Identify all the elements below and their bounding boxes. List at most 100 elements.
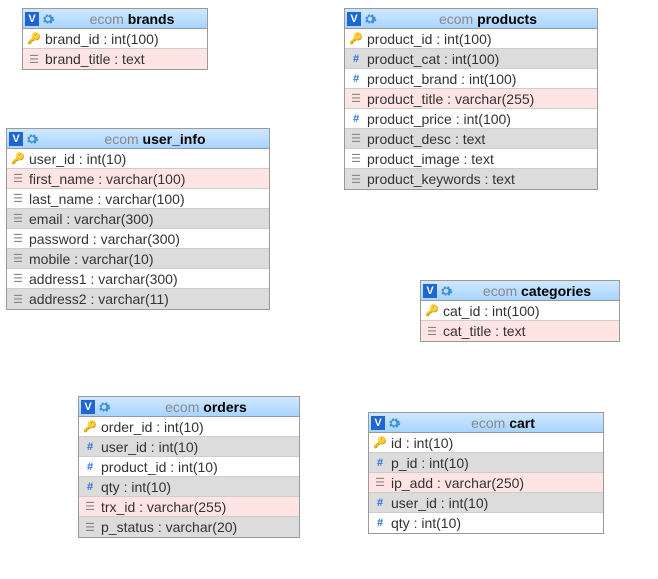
- column-row[interactable]: #product_brand : int(100): [345, 69, 597, 89]
- table-title: ecom user_info: [43, 131, 267, 147]
- column-row[interactable]: ☰ email : varchar(300): [7, 209, 269, 229]
- column-row[interactable]: ☰cat_title : text: [421, 321, 619, 341]
- column-row[interactable]: ☰password : varchar(300): [7, 229, 269, 249]
- view-icon[interactable]: V: [81, 400, 95, 414]
- column-icon: ☰: [11, 292, 25, 306]
- index-icon: #: [373, 456, 387, 470]
- column-row[interactable]: ☰product_desc : text: [345, 129, 597, 149]
- column-icon: ☰: [349, 172, 363, 186]
- column-row[interactable]: ☰ product_image : text: [345, 149, 597, 169]
- column-row[interactable]: 🔑 order_id : int(10): [79, 417, 299, 437]
- column-row[interactable]: #user_id : int(10): [79, 437, 299, 457]
- table-orders: Vecom orders 🔑 order_id : int(10) #user_id …: [78, 396, 300, 538]
- view-icon[interactable]: V: [371, 416, 385, 430]
- column-row[interactable]: #p_id : int(10): [369, 453, 603, 473]
- column-label: order_id : int(10): [101, 419, 204, 435]
- gear-icon[interactable]: [25, 132, 39, 146]
- table-title: ecom products: [381, 11, 595, 27]
- gear-icon[interactable]: [363, 12, 377, 26]
- view-icon[interactable]: V: [25, 12, 39, 26]
- column-label: address2 : varchar(11): [29, 291, 169, 307]
- schema-label: ecom: [439, 11, 473, 27]
- column-label: qty : int(10): [101, 479, 171, 495]
- gear-icon[interactable]: [387, 416, 401, 430]
- column-row[interactable]: ☰address1 : varchar(300): [7, 269, 269, 289]
- column-icon: ☰: [11, 172, 25, 186]
- column-row[interactable]: ☰trx_id : varchar(255): [79, 497, 299, 517]
- column-icon: ☰: [373, 476, 387, 490]
- view-icon[interactable]: V: [423, 284, 437, 298]
- index-icon: #: [373, 496, 387, 510]
- view-icon[interactable]: V: [9, 132, 23, 146]
- index-icon: #: [349, 112, 363, 126]
- primary-key-icon: 🔑: [425, 304, 439, 318]
- schema-label: ecom: [165, 399, 199, 415]
- column-icon: ☰: [11, 212, 25, 226]
- column-icon: ☰: [11, 192, 25, 206]
- primary-key-icon: 🔑: [83, 420, 97, 434]
- table-name: categories: [521, 283, 591, 299]
- column-icon: ☰: [425, 324, 439, 338]
- table-user_info: Vecom user_info🔑user_id : int(10)☰first_…: [6, 128, 270, 310]
- schema-label: ecom: [483, 283, 517, 299]
- column-row[interactable]: 🔑product_id : int(100): [345, 29, 597, 49]
- column-row[interactable]: 🔑id : int(10): [369, 433, 603, 453]
- table-name: cart: [509, 415, 535, 431]
- table-name: products: [477, 11, 537, 27]
- table-header[interactable]: Vecom user_info: [7, 129, 269, 149]
- view-icon[interactable]: V: [347, 12, 361, 26]
- table-title: ecom categories: [457, 283, 617, 299]
- table-categories: Vecom categories 🔑 cat_id : int(100) ☰cat_t…: [420, 280, 620, 342]
- column-icon: ☰: [83, 500, 97, 514]
- table-products: Vecom products🔑product_id : int(100)#pro…: [344, 8, 598, 190]
- column-icon: ☰: [83, 520, 97, 534]
- column-row[interactable]: ☰ address2 : varchar(11): [7, 289, 269, 309]
- column-label: first_name : varchar(100): [29, 171, 185, 187]
- column-row[interactable]: #product_price : int(100): [345, 109, 597, 129]
- column-icon: ☰: [349, 132, 363, 146]
- schema-label: ecom: [471, 415, 505, 431]
- column-label: cat_id : int(100): [443, 303, 540, 319]
- column-row[interactable]: #product_id : int(10): [79, 457, 299, 477]
- table-header[interactable]: Vecom categories: [421, 281, 619, 301]
- column-row[interactable]: ☰ first_name : varchar(100): [7, 169, 269, 189]
- column-row[interactable]: 🔑 cat_id : int(100): [421, 301, 619, 321]
- column-row[interactable]: ☰product_title : varchar(255): [345, 89, 597, 109]
- column-icon: ☰: [349, 152, 363, 166]
- column-icon: ☰: [27, 52, 41, 66]
- column-row[interactable]: ☰brand_title : text: [23, 49, 207, 69]
- column-row[interactable]: #product_cat : int(100): [345, 49, 597, 69]
- column-row[interactable]: ☰product_keywords : text: [345, 169, 597, 189]
- column-label: p_status : varchar(20): [101, 519, 237, 535]
- gear-icon[interactable]: [439, 284, 453, 298]
- gear-icon[interactable]: [97, 400, 111, 414]
- column-row[interactable]: ☰last_name : varchar(100): [7, 189, 269, 209]
- column-label: qty : int(10): [391, 515, 461, 531]
- column-label: product_cat : int(100): [367, 51, 499, 67]
- column-row[interactable]: 🔑user_id : int(10): [7, 149, 269, 169]
- column-icon: ☰: [11, 252, 25, 266]
- column-label: email : varchar(300): [29, 211, 154, 227]
- column-label: product_image : text: [367, 151, 494, 167]
- schema-label: ecom: [90, 11, 124, 27]
- table-name: brands: [128, 11, 175, 27]
- column-icon: ☰: [11, 272, 25, 286]
- column-row[interactable]: 🔑brand_id : int(100): [23, 29, 207, 49]
- column-row[interactable]: ☰ip_add : varchar(250): [369, 473, 603, 493]
- column-label: product_id : int(100): [367, 31, 492, 47]
- table-title: ecom cart: [405, 415, 601, 431]
- column-row[interactable]: ☰ p_status : varchar(20): [79, 517, 299, 537]
- index-icon: #: [83, 480, 97, 494]
- column-row[interactable]: ☰mobile : varchar(10): [7, 249, 269, 269]
- table-header[interactable]: Vecom products: [345, 9, 597, 29]
- index-icon: #: [373, 516, 387, 530]
- gear-icon[interactable]: [41, 12, 55, 26]
- column-row[interactable]: #user_id : int(10): [369, 493, 603, 513]
- table-header[interactable]: Vecom brands: [23, 9, 207, 29]
- table-header[interactable]: Vecom cart: [369, 413, 603, 433]
- column-row[interactable]: # qty : int(10): [79, 477, 299, 497]
- table-cart: Vecom cart🔑id : int(10)#p_id : int(10)☰i…: [368, 412, 604, 534]
- column-label: brand_id : int(100): [45, 31, 159, 47]
- table-header[interactable]: Vecom orders: [79, 397, 299, 417]
- column-row[interactable]: # qty : int(10): [369, 513, 603, 533]
